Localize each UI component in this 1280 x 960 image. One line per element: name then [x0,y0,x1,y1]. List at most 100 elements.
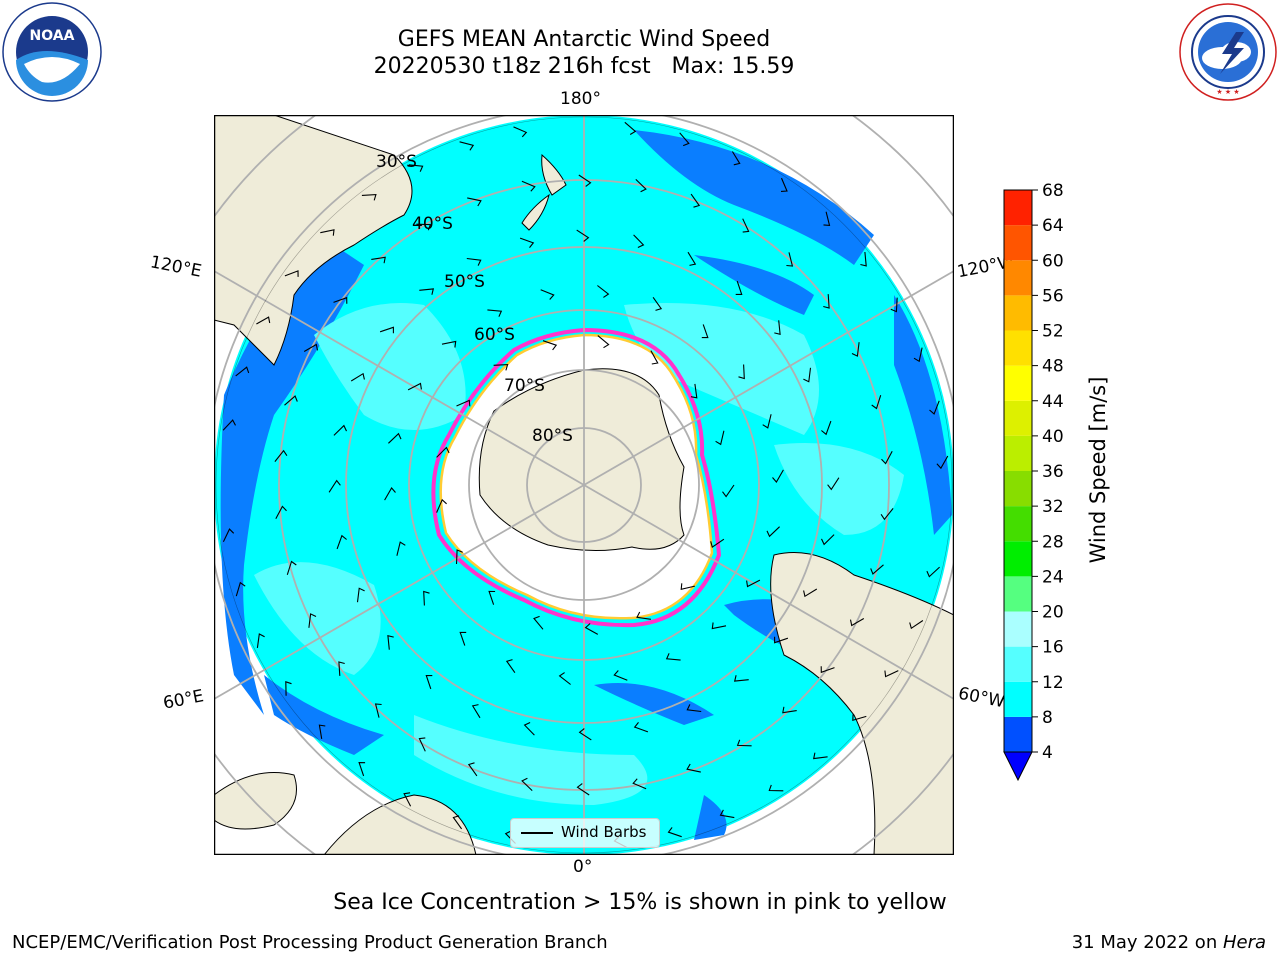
wind-barb [333,424,347,436]
wind-barb [890,297,898,313]
wind-barb [519,237,535,248]
polar-map: 30°S 40°S 50°S 60°S 70°S 80°S [214,115,954,855]
wind-barb [679,132,690,147]
wind-barb [632,778,647,790]
wind-barb [860,251,867,267]
wind-barb [711,622,727,630]
fast-wind-zone [254,562,381,675]
wind-barb [733,675,749,682]
wind-barb [275,505,287,520]
slow-wind-zone [694,795,727,840]
wind-barb [542,340,558,351]
wind-barb [533,615,544,630]
wind-barb [762,414,772,429]
wind-barb [423,590,430,606]
wind-barb [667,827,682,838]
wind-barb [320,229,335,236]
land-new-zealand-south [521,193,550,231]
colorbar-tick-label: 28 [1042,532,1064,552]
wind-barb [722,484,735,498]
wind-barb [821,534,835,546]
wind-barb [690,383,698,399]
colorbar-segment [1004,611,1032,647]
wind-barb [308,613,317,628]
colorbar-segment [1004,646,1032,682]
wind-barb [521,777,533,791]
wind-barb [467,197,482,207]
colorbar-segment [1004,260,1032,296]
wind-barb [356,587,365,603]
colorbar-segment [1004,295,1032,331]
map-canvas: 30°S 40°S 50°S 60°S 70°S 80°S [214,115,954,855]
wind-barb [284,395,298,406]
lat-label-80s: 80°S [532,426,573,446]
wind-barb [849,618,865,627]
wind-barb [256,316,271,325]
wind-barb [823,294,830,309]
colorbar-segment [1004,471,1032,507]
wind-barb [636,611,651,620]
wind-barb [735,280,743,295]
colorbar-tick-label: 36 [1042,462,1064,482]
wind-barb [235,366,250,377]
wind-barb [455,549,463,565]
wind-barb [774,320,781,336]
colorbar-label: Wind Speed [m/s] [1086,376,1110,564]
colorbar-tick-label: 32 [1042,497,1064,517]
wind-barb [820,666,835,674]
colorbar-tick-label: 68 [1042,181,1064,201]
meridian [583,484,954,700]
land-new-zealand-north [541,153,567,196]
wind-barb [768,784,784,792]
wind-barb [284,270,299,277]
wind-barb [690,193,701,208]
wind-barb [379,326,394,334]
graticule [214,115,954,855]
wind-barb [597,285,610,298]
colorbar-segment [1004,435,1032,471]
wind-barb [441,340,457,348]
wind-barb [719,809,735,819]
wind-barb [578,174,592,187]
wind-barb [701,324,709,339]
meridian [214,484,585,700]
wind-barb [766,526,780,538]
lat-label-30s: 30°S [376,152,417,172]
wind-barb [803,588,818,598]
wind-barb [407,382,422,391]
land-south-america [770,552,954,855]
wind-barb [823,211,831,227]
wind-barb [274,449,288,462]
lon-label-180: 180° [560,89,601,109]
wind-barb-legend-line [521,832,553,834]
wind-barb [742,218,750,233]
meridian [583,270,954,486]
wind-barb [328,479,341,493]
wind-barb [222,528,235,543]
colorbar-segment [1004,506,1032,542]
wind-barb [613,670,628,681]
noaa-logo-graphic: NOAA [2,2,102,102]
wind-barb [350,372,365,382]
sea-ice-edge-pink [431,327,722,628]
fast-wind-zone [414,715,648,805]
wind-barb [576,783,590,796]
wind-barb [635,179,647,193]
wind-barb [333,296,348,304]
colorbar-tick-label: 48 [1042,357,1064,377]
wind-barb [633,234,645,248]
colorbar-tick-label: 40 [1042,427,1064,447]
noaa-logo: NOAA [2,2,102,102]
colorbar-tick-label: 20 [1042,603,1064,623]
colorbar-segment [1004,330,1032,366]
wind-barb [680,583,696,591]
colorbar-segment [1004,576,1032,612]
colorbar-segment [1004,400,1032,436]
colorbar-tick-label: 44 [1042,392,1064,412]
fast-wind-zone [774,443,904,535]
wind-barb [384,487,396,501]
wind-barb [774,636,789,644]
wind-barb [746,579,761,588]
wind-barb [318,724,326,739]
map-border [214,115,954,855]
